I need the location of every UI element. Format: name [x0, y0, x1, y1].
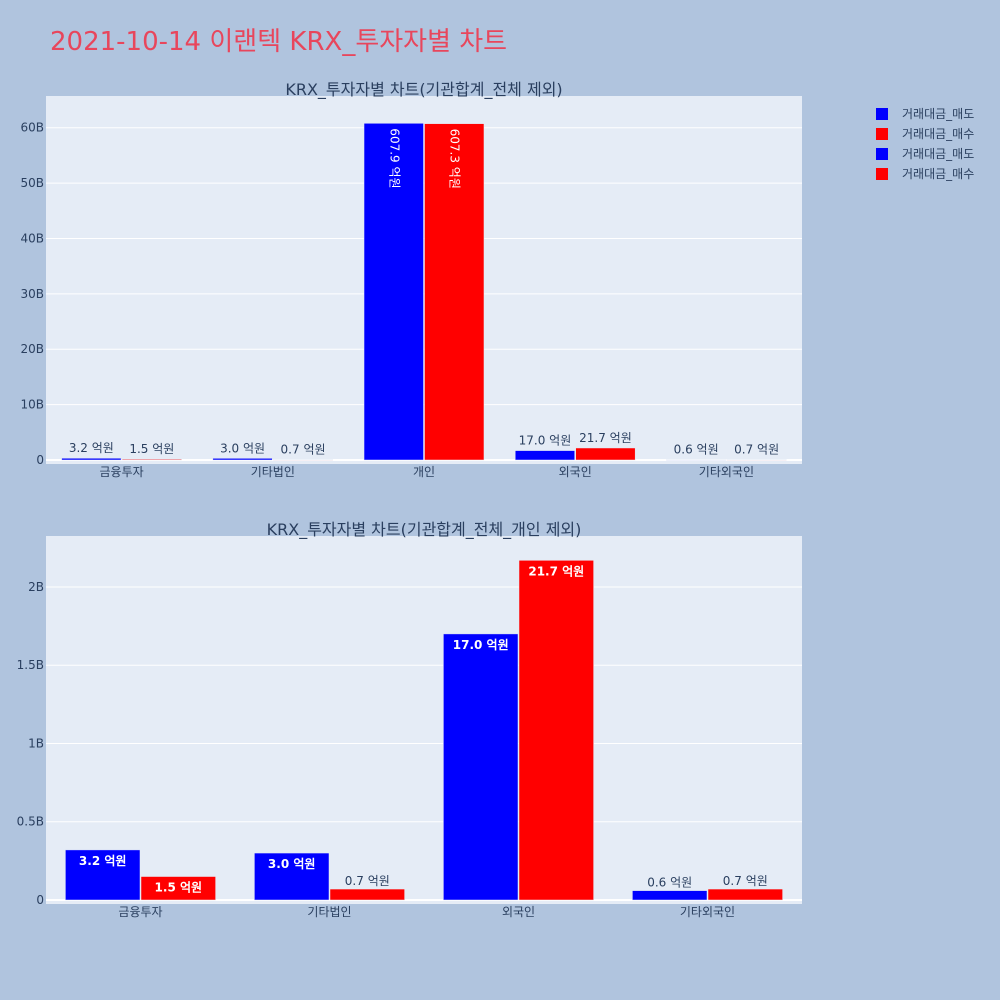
bar-data-label: 0.6 억원 [674, 443, 719, 457]
bar-buy [140, 876, 216, 901]
page-title: 2021-10-14 이랜텍 KRX_투자자별 차트 [50, 27, 507, 57]
bar-sell [212, 458, 273, 461]
x-tick-label: 금융투자 [118, 905, 162, 919]
legend-entry-label: 거래대금_매수 [902, 127, 974, 141]
bar-data-label: 0.6 억원 [647, 876, 692, 890]
bar-data-label: 3.0 억원 [220, 441, 265, 455]
bar-data-label: 0.7 억원 [345, 874, 390, 888]
legend-entry-label: 거래대금_매도 [902, 147, 974, 161]
plot-area [46, 96, 802, 464]
bar-sell [65, 849, 141, 901]
bar-buy [121, 458, 182, 461]
bar-data-label: 3.0 억원 [268, 857, 316, 871]
x-tick-label: 기타법인 [307, 905, 351, 919]
y-tick-label: 2B [28, 580, 44, 594]
legend-swatch[interactable] [876, 128, 888, 140]
bar-data-label: 3.2 억원 [79, 854, 127, 868]
bar-data-label: 0.7 억원 [723, 874, 768, 888]
y-tick-label: 10B [20, 398, 44, 412]
y-tick-label: 40B [20, 231, 44, 245]
x-tick-label: 기타외국인 [699, 465, 754, 479]
bar-data-label: 21.7 억원 [579, 431, 632, 445]
legend-swatch[interactable] [876, 148, 888, 160]
x-tick-label: 금융투자 [100, 465, 144, 479]
x-tick-label: 개인 [413, 465, 435, 479]
y-tick-label: 60B [20, 121, 44, 135]
bar-sell [666, 459, 727, 461]
bar-buy [726, 459, 787, 461]
bar-data-label: 17.0 억원 [453, 638, 509, 652]
bar-buy [273, 459, 334, 461]
bar-sell [61, 457, 122, 461]
legend-swatch[interactable] [876, 168, 888, 180]
bar-sell [254, 852, 330, 901]
bar-buy [707, 888, 783, 901]
y-tick-label: 1B [28, 736, 44, 750]
bar-data-label: 607.3 억원 [448, 129, 462, 189]
x-tick-label: 외국인 [559, 465, 592, 479]
bar-data-label: 1.5 억원 [155, 881, 203, 895]
x-tick-label: 기타외국인 [680, 905, 735, 919]
y-tick-label: 30B [20, 287, 44, 301]
bar-data-label: 0.7 억원 [281, 443, 326, 457]
bar-data-label: 3.2 억원 [69, 441, 114, 455]
bar-buy [575, 447, 636, 461]
legend-entry-label: 거래대금_매도 [902, 107, 974, 121]
bar-buy [329, 888, 405, 901]
bar-sell [363, 123, 424, 461]
bar-buy [424, 123, 485, 461]
charts-layer: 0 10B 20B 30B 40B 50B 60B KRX_투자자별 차트(기관합계_전체 제… [17, 80, 802, 919]
chart-title: KRX_투자자별 차트(기관합계_전체_개인 제외) [267, 520, 582, 540]
bar-sell [443, 633, 519, 901]
bar-data-label: 0.7 억원 [734, 443, 779, 457]
bar-data-label: 17.0 억원 [519, 434, 572, 448]
chart-1: 0 10B 20B 30B 40B 50B 60B KRX_투자자별 차트(기관합계_전체 제… [20, 80, 802, 479]
bar-data-label: 607.9 억원 [387, 128, 401, 188]
y-tick-label: 50B [20, 176, 44, 190]
bar-sell [632, 890, 708, 901]
bar-data-label: 1.5 억원 [129, 442, 174, 456]
bar-buy [518, 560, 594, 901]
y-tick-label: 20B [20, 342, 44, 356]
bar-sell [514, 450, 575, 461]
y-tick-label: 0 [36, 453, 44, 467]
chart-2: 0 0.5B 1B 1.5B 2B KRX_투자자별 차트(기관합계_전체_개인 제외) 금… [17, 520, 802, 919]
legend-entry-label: 거래대금_매수 [902, 167, 974, 181]
chart-title: KRX_투자자별 차트(기관합계_전체 제외) [285, 80, 562, 100]
y-tick-label: 1.5B [17, 658, 44, 672]
bar-data-label: 21.7 억원 [528, 564, 584, 578]
plot-area [46, 536, 802, 904]
x-tick-label: 기타법인 [251, 465, 295, 479]
y-tick-label: 0 [36, 893, 44, 907]
y-tick-label: 0.5B [17, 815, 44, 829]
legend-swatch[interactable] [876, 108, 888, 120]
x-tick-label: 외국인 [502, 905, 535, 919]
